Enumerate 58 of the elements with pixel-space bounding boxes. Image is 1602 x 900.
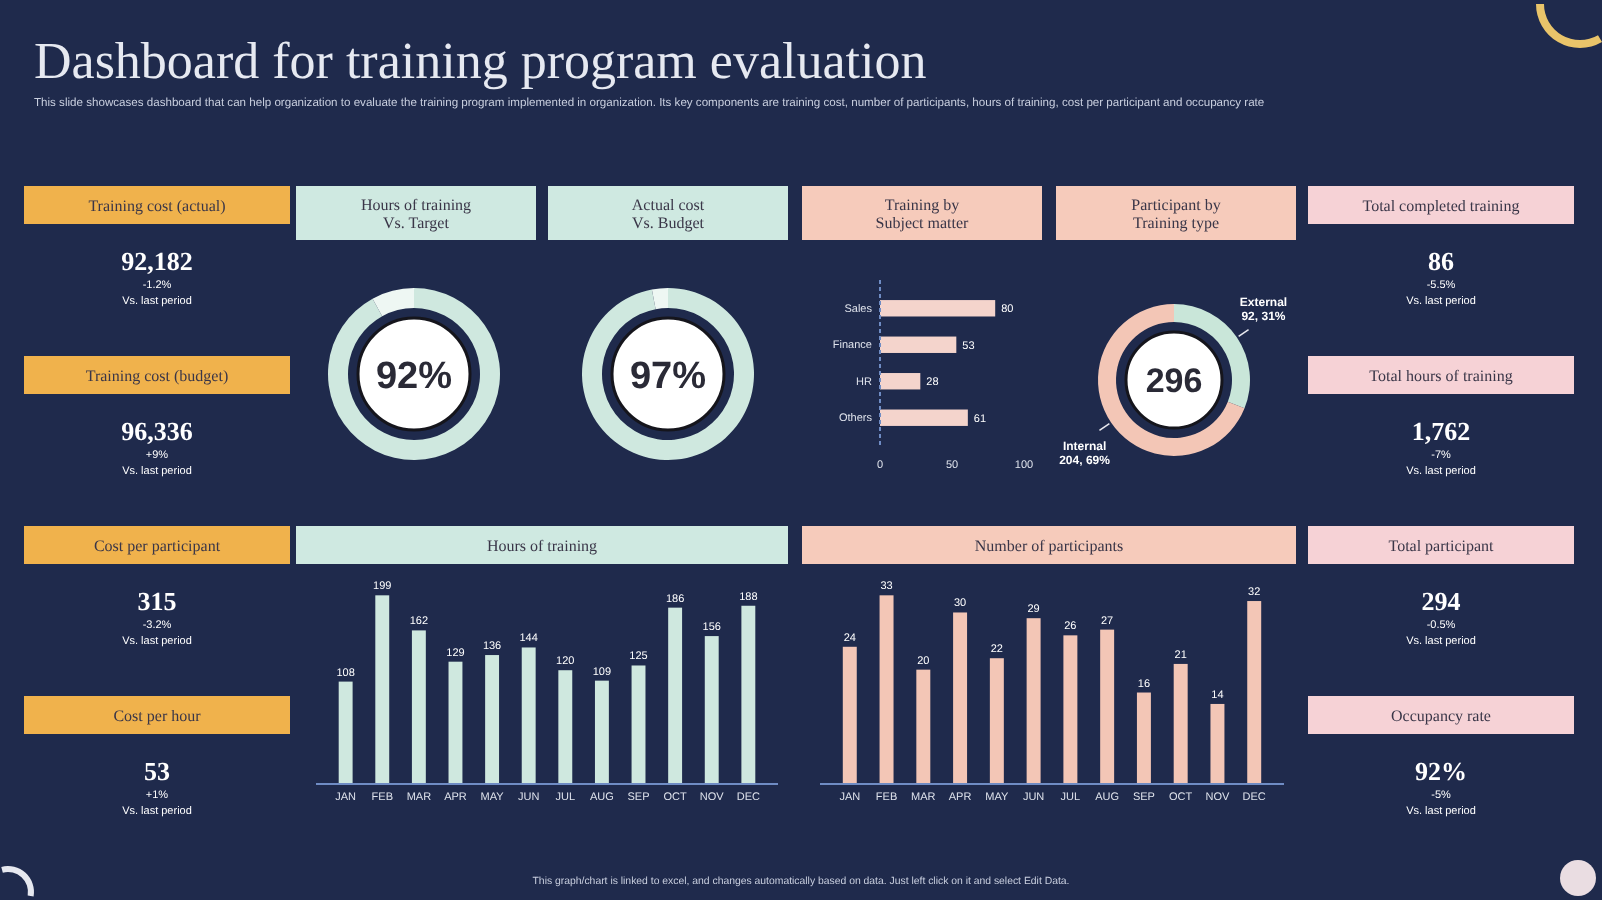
donut-slice — [372, 288, 414, 317]
chart-title: Number of participants — [974, 537, 1124, 555]
chart-title: Training by Subject matter — [875, 196, 970, 232]
chart-title: Hours of training — [486, 537, 598, 555]
bar — [594, 680, 609, 784]
text: 296 — [1145, 362, 1203, 401]
bar — [842, 646, 857, 784]
donut-slice — [582, 288, 754, 460]
text: 294 — [1421, 586, 1462, 616]
chart-title: Participant by Training type — [1131, 196, 1221, 232]
text: Total hours of training — [1369, 367, 1513, 385]
bar — [1100, 629, 1115, 784]
text: 92% — [1415, 756, 1467, 786]
bar — [521, 647, 536, 784]
bar — [448, 661, 463, 784]
text: 96,336 — [121, 416, 194, 446]
bar — [668, 607, 683, 784]
bar — [880, 409, 968, 426]
text: Training cost (actual) — [88, 197, 227, 215]
bar — [558, 670, 573, 784]
bar — [411, 630, 426, 784]
bar — [1210, 703, 1225, 784]
chart-title: Hours of training Vs. Target — [360, 196, 472, 232]
text: 92,182 — [121, 246, 193, 276]
bar — [916, 669, 931, 784]
bar — [989, 658, 1004, 784]
text: 86 — [1428, 246, 1455, 276]
text: Total completed training — [1362, 197, 1520, 215]
bar — [1026, 618, 1041, 784]
bar — [631, 665, 646, 784]
bar — [880, 373, 921, 390]
chart-title: Actual cost Vs. Budget — [631, 196, 706, 232]
text: Training cost (budget) — [85, 367, 229, 385]
text: 97% — [629, 355, 707, 398]
bar — [375, 595, 390, 784]
bar — [880, 300, 996, 317]
bar — [485, 655, 500, 784]
bar — [1136, 692, 1151, 784]
text: 53 — [144, 756, 171, 786]
text: Dashboard for training program evaluation — [34, 32, 927, 90]
bar — [1063, 635, 1078, 784]
text: Total participant — [1388, 537, 1496, 555]
bar — [338, 681, 353, 784]
bar — [704, 636, 719, 784]
text: 1,762 — [1411, 416, 1471, 446]
bar — [880, 336, 957, 353]
text: Cost per hour — [113, 707, 202, 725]
bar — [1247, 601, 1262, 784]
donut-slice — [328, 288, 500, 460]
text: Occupancy rate — [1391, 707, 1492, 725]
text: 315 — [137, 586, 178, 616]
donut-slice — [651, 288, 668, 310]
text: 92% — [375, 355, 453, 398]
bar — [879, 595, 894, 784]
bar — [1173, 663, 1188, 784]
bar — [741, 605, 756, 784]
bar — [953, 612, 968, 784]
text: Cost per participant — [93, 537, 222, 555]
